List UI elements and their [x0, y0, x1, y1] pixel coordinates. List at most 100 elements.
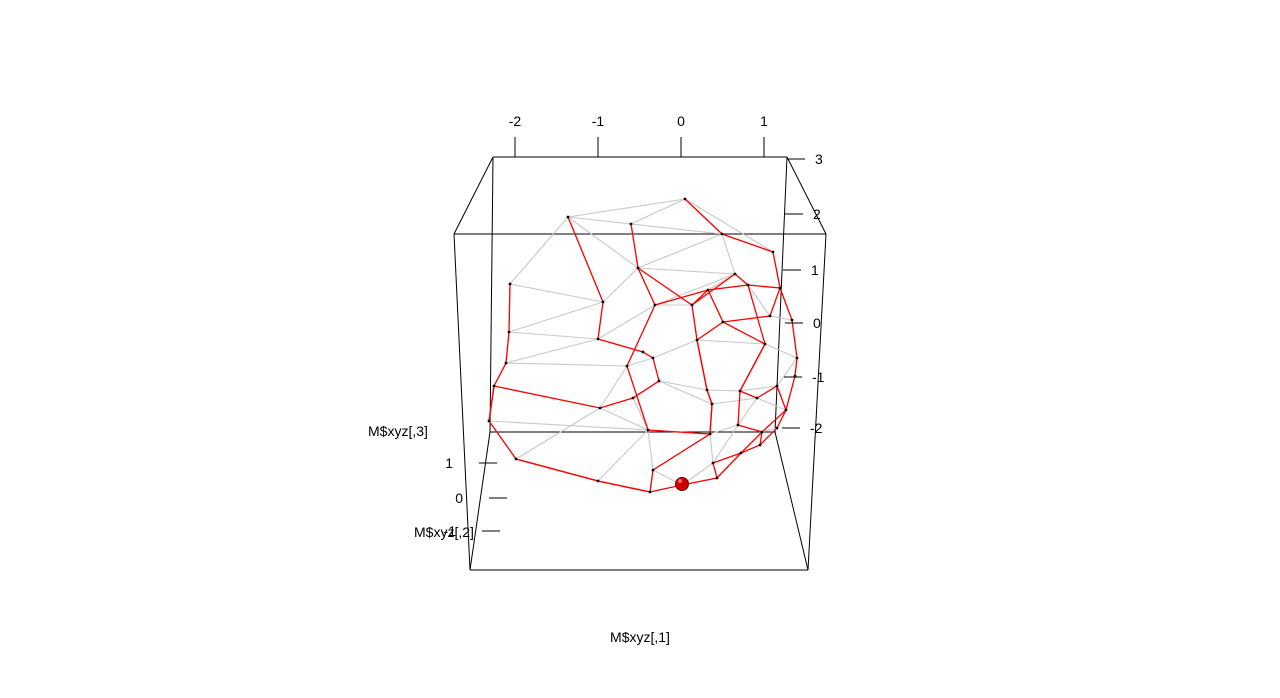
data-point — [736, 423, 740, 427]
data-point — [636, 266, 640, 270]
data-point — [695, 338, 699, 342]
mesh-edge-45 — [505, 362, 628, 367]
data-point — [763, 342, 767, 346]
z-tick-label: 3 — [815, 151, 823, 167]
highlight-point — [675, 477, 689, 491]
x-tick-label: -2 — [509, 113, 522, 129]
data-point — [739, 451, 743, 455]
mesh-edge-18 — [508, 301, 604, 333]
z-axis-title: M$xyz[,3] — [368, 423, 428, 439]
data-point — [646, 428, 650, 432]
mesh-edge-1 — [567, 216, 632, 225]
path-lines — [488, 198, 798, 493]
z-tick-label: 1 — [811, 262, 819, 278]
mesh-edge-97 — [684, 198, 774, 253]
data-point — [771, 250, 775, 254]
data-point — [778, 286, 782, 290]
mesh-edge-70 — [632, 397, 649, 431]
data-point — [738, 389, 742, 393]
box-edge-2 — [453, 156, 494, 235]
mesh-edge-6 — [567, 216, 639, 269]
data-point — [768, 314, 772, 318]
data-point — [625, 364, 629, 368]
mesh-edge-40 — [696, 339, 766, 345]
mesh-edge-82 — [709, 433, 714, 464]
data-point — [653, 303, 657, 307]
data-point — [705, 388, 709, 392]
data-point — [596, 479, 600, 483]
x-tick-label: -1 — [592, 113, 605, 129]
data-point — [710, 402, 714, 406]
z-tick-label: -1 — [812, 369, 825, 385]
mesh-edge-42 — [764, 343, 798, 359]
mesh-edge-80 — [647, 429, 654, 471]
data-point — [514, 457, 518, 461]
data-point — [598, 406, 602, 410]
mesh-edge-77 — [761, 427, 778, 433]
data-point — [492, 384, 496, 388]
data-point — [758, 443, 762, 447]
mesh-edge-79 — [597, 429, 649, 482]
data-point — [790, 318, 794, 322]
data-point — [596, 337, 600, 341]
mesh-lines — [488, 198, 798, 493]
mesh-edge-2 — [630, 198, 686, 225]
path-strand-0 — [488, 216, 718, 493]
data-point — [504, 361, 508, 365]
data-point — [629, 222, 633, 226]
data-point — [651, 356, 655, 360]
data-point — [711, 461, 715, 465]
mesh-edge-48 — [658, 380, 708, 391]
mesh-edge-4 — [630, 223, 723, 235]
x-tick-label: 1 — [760, 113, 768, 129]
data-point — [775, 426, 779, 430]
data-point — [657, 379, 661, 383]
z-tick-label: 2 — [813, 206, 821, 222]
mesh-edge-46 — [626, 357, 654, 367]
data-point — [631, 396, 635, 400]
mesh-edge-9 — [721, 233, 736, 275]
path-strand-1 — [626, 223, 798, 464]
highlight-point-shine — [678, 479, 682, 483]
box-edge-3 — [786, 156, 827, 235]
mesh-edge-50 — [706, 389, 741, 392]
mesh-edge-60 — [658, 380, 713, 405]
mesh-edge-94 — [515, 407, 601, 460]
data-points — [487, 197, 799, 494]
mesh-edge-5 — [509, 216, 569, 285]
axes: -2 -1 0 1 3 2 1 0 -1 -2 1 0 -1 — [444, 113, 825, 539]
data-point — [708, 432, 712, 436]
data-point — [775, 384, 779, 388]
data-point — [683, 197, 687, 201]
mesh-edge-20 — [597, 304, 656, 340]
mesh-edge-69 — [599, 407, 649, 431]
mesh-edge-68 — [488, 420, 649, 431]
box-edge-5 — [807, 233, 827, 571]
data-point — [720, 232, 724, 236]
mesh-edge-53 — [776, 357, 798, 387]
mesh-edge-31 — [747, 284, 771, 317]
y-tick-label: 0 — [455, 490, 463, 506]
mesh-edge-34 — [508, 331, 599, 340]
data-point — [487, 419, 491, 423]
data-point — [784, 408, 788, 412]
data-point — [755, 396, 759, 400]
mesh-edge-10 — [637, 267, 736, 275]
mesh-edge-73 — [709, 424, 739, 435]
mesh-edge-15 — [654, 273, 736, 306]
mesh-edge-57 — [599, 365, 628, 409]
data-point — [746, 283, 750, 287]
data-point — [648, 490, 652, 494]
y-tick-label: 1 — [445, 455, 453, 471]
mesh-edge-74 — [737, 397, 758, 426]
data-point — [733, 272, 737, 276]
path-strand-3 — [488, 283, 511, 422]
mesh-edge-36 — [505, 338, 599, 364]
data-point — [715, 476, 719, 480]
data-point — [508, 282, 512, 286]
mesh-edge-12 — [509, 283, 604, 303]
mesh-edge-64 — [756, 397, 787, 411]
data-point — [795, 356, 799, 360]
z-tick-label: 0 — [813, 315, 821, 331]
